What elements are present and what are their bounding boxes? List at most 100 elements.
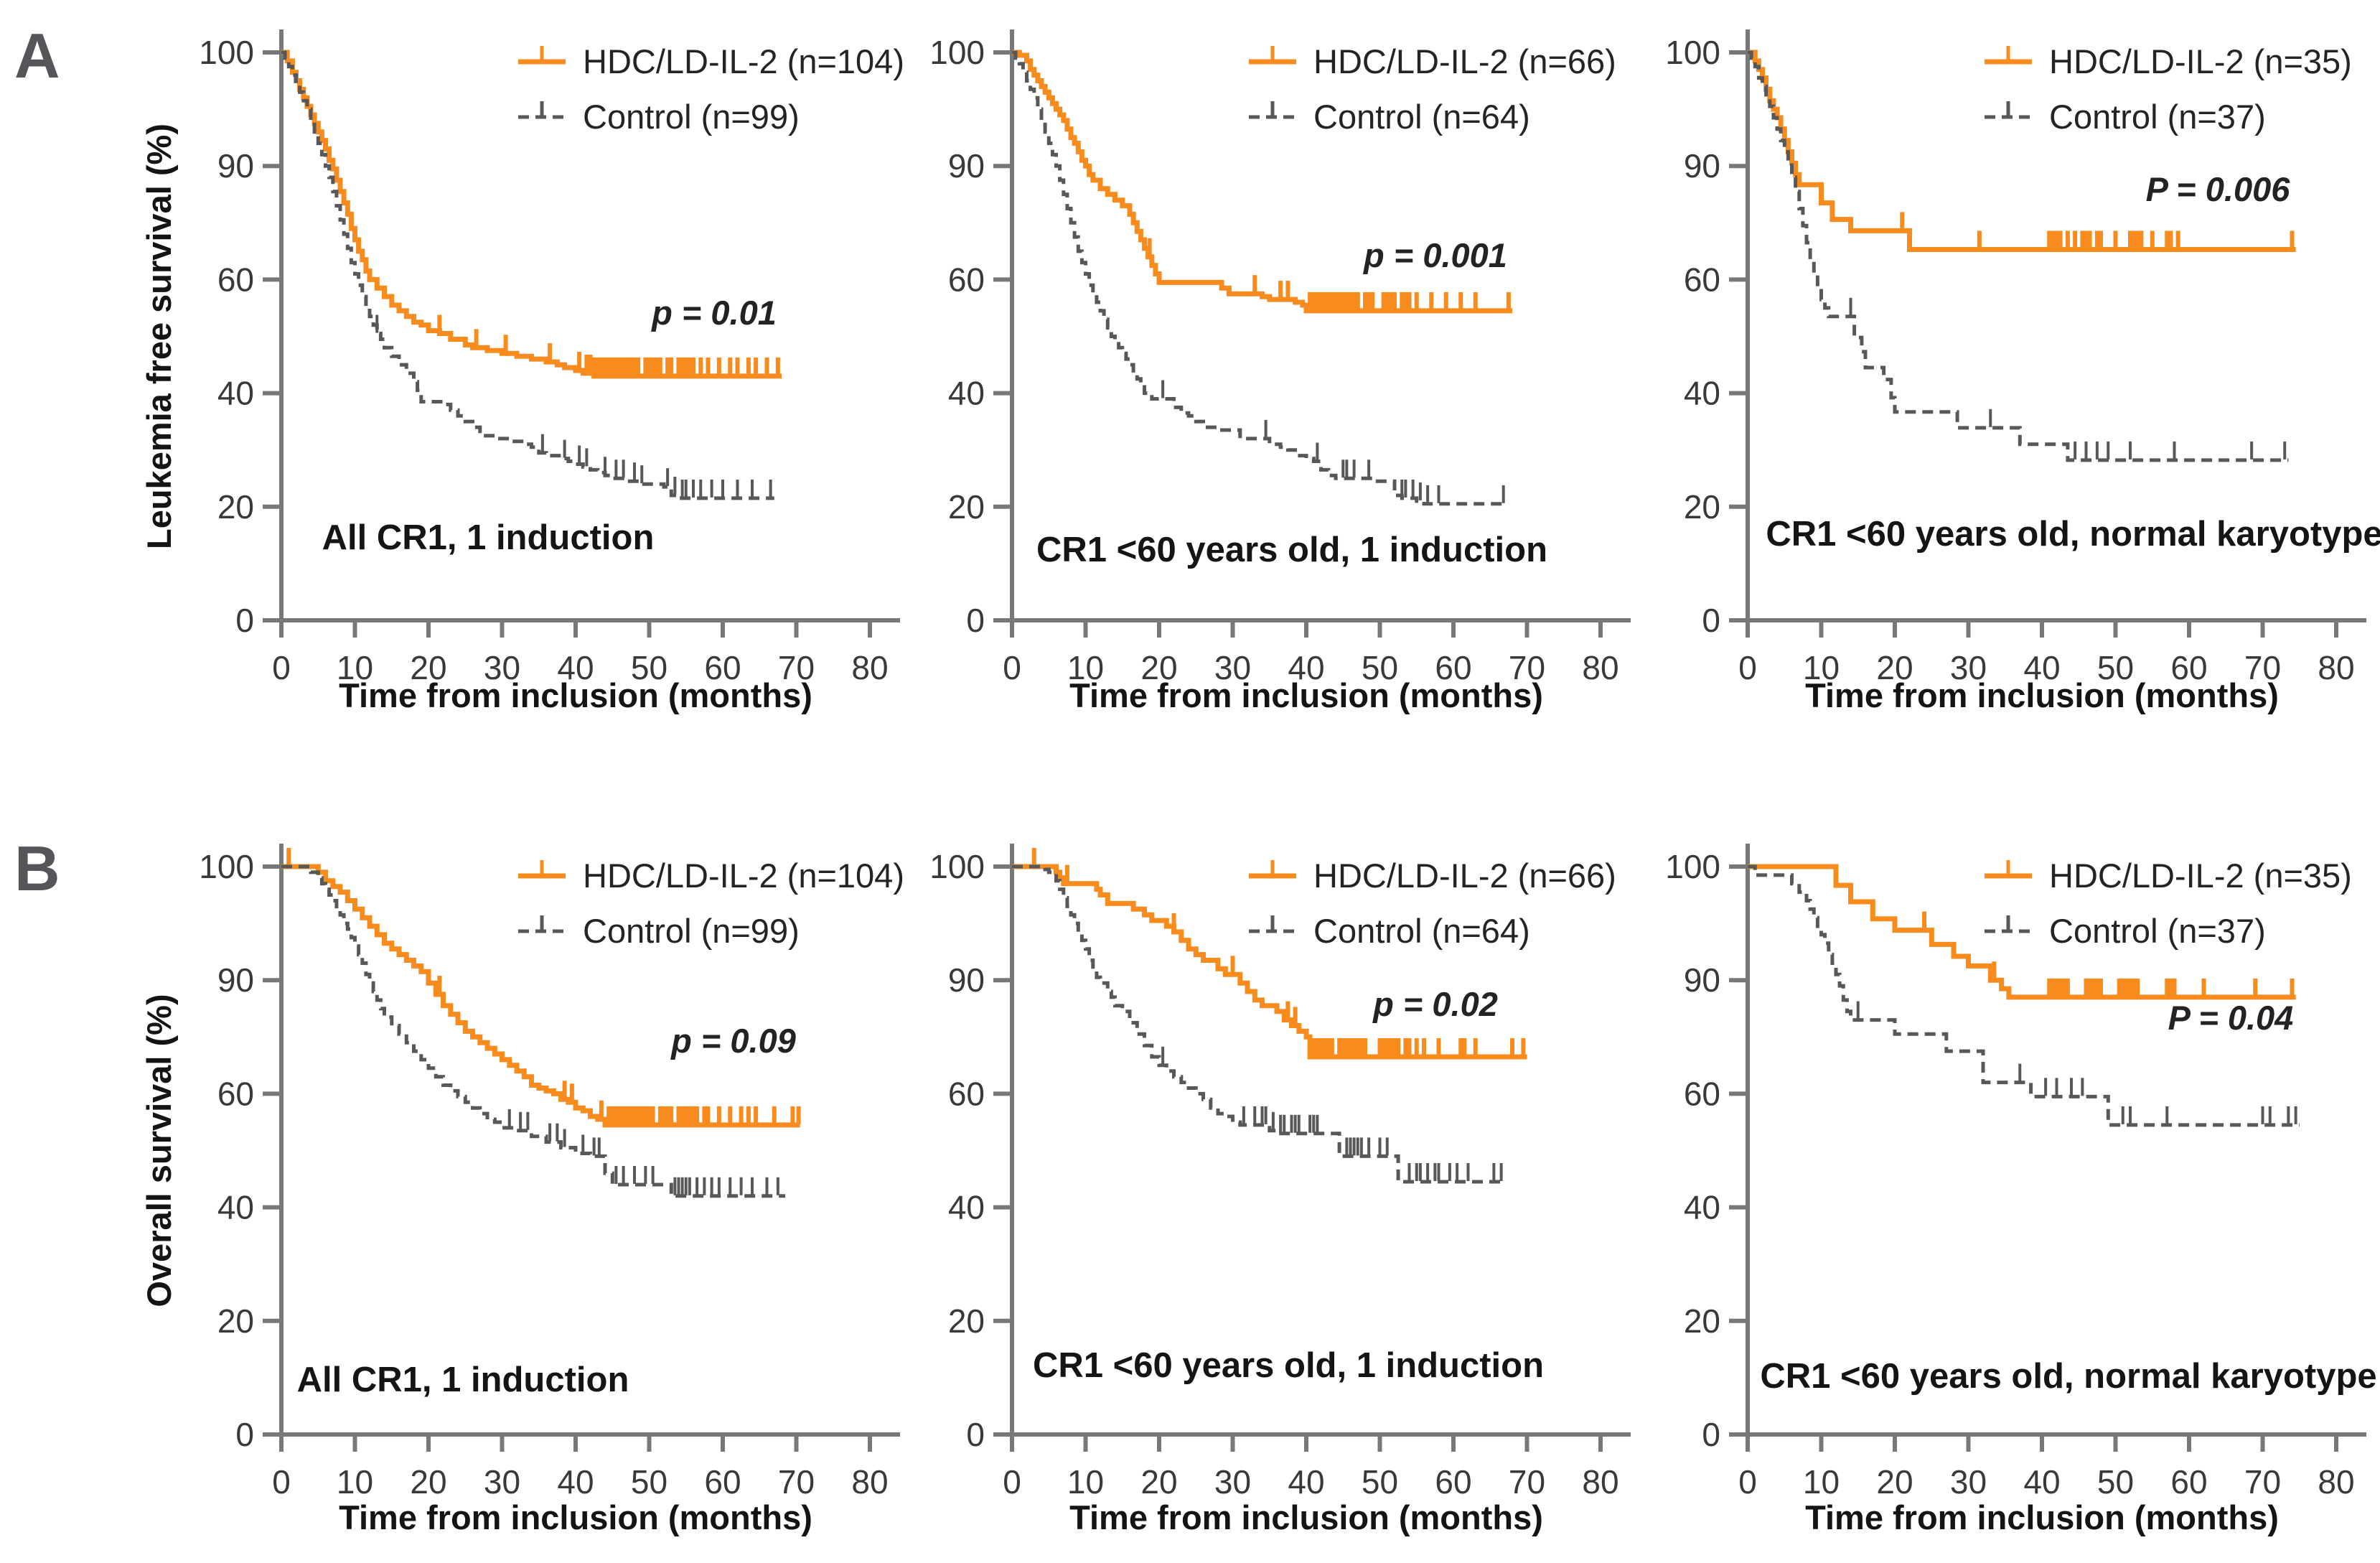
B3-control-curve [1748, 864, 2300, 1127]
x-tick-label: 80 [851, 649, 888, 686]
B1-treatment-curve [281, 864, 800, 1128]
x-tick-label: 40 [557, 649, 594, 686]
x-tick-label: 40 [2023, 649, 2060, 686]
B1-control-censor-ticks [507, 1109, 779, 1195]
legend-item-treatment: HDC/LD-IL-2 (n=104) [518, 857, 904, 895]
x-tick-label: 20 [1140, 1463, 1177, 1501]
x-tick-label: 20 [410, 1463, 446, 1501]
y-tick-label: 100 [199, 34, 254, 71]
legend-item-control: Control (n=37) [1985, 98, 2266, 136]
panel-caption: CR1 <60 years old, normal karyotype [1760, 1357, 2376, 1396]
legend-item-treatment: HDC/LD-IL-2 (n=35) [1985, 42, 2352, 80]
x-tick-label: 50 [2097, 1463, 2134, 1501]
panel-B1: 100 90 60 40 20 00 10 20 30 40 50 60 70 80 Time from i… [140, 844, 904, 1536]
x-tick-label: 50 [1362, 649, 1398, 686]
y-tick-label: 90 [1684, 147, 1720, 185]
legend-label: HDC/LD-IL-2 (n=66) [1313, 857, 1616, 895]
x-tick-label: 0 [1003, 1463, 1021, 1501]
legend-label: Control (n=37) [2049, 912, 2266, 950]
panel-caption: CR1 <60 years old, 1 induction [1033, 1346, 1544, 1385]
x-tick-label: 30 [484, 1463, 520, 1501]
y-axis-title: Leukemia free survival (%) [140, 123, 178, 549]
x-tick-label: 80 [1582, 1463, 1618, 1501]
panel-A3: 100 90 60 40 20 00 10 20 30 40 50 60 70 80 Time from i… [1665, 29, 2380, 714]
x-tick-label: 60 [704, 649, 741, 686]
x-tick-label: 0 [1738, 649, 1757, 686]
y-tick-label: 40 [217, 375, 254, 412]
A2-control-censor-ticks [1161, 380, 1505, 503]
legend-label: Control (n=99) [583, 98, 800, 136]
x-tick-label: 30 [1950, 1463, 1987, 1501]
legend-item-treatment: HDC/LD-IL-2 (n=66) [1249, 857, 1616, 895]
p-value-label: p = 0.001 [1362, 236, 1507, 274]
x-tick-label: 20 [1140, 649, 1177, 686]
A1-treatment-censor-ticks [437, 314, 780, 375]
x-tick-label: 40 [2023, 1463, 2060, 1501]
y-tick-label: 20 [1684, 1302, 1720, 1340]
panel-caption: CR1 <60 years old, normal karyotype [1766, 515, 2380, 554]
y-tick-label: 100 [1665, 848, 1720, 885]
y-tick-label: 20 [948, 488, 985, 526]
panel-caption: All CR1, 1 induction [322, 518, 655, 557]
panel-caption: CR1 <60 years old, 1 induction [1036, 531, 1547, 569]
legend-label: HDC/LD-IL-2 (n=104) [583, 857, 904, 895]
legend-label: HDC/LD-IL-2 (n=104) [583, 42, 904, 80]
y-tick-label: 60 [1684, 1075, 1720, 1112]
x-tick-label: 20 [1876, 1463, 1913, 1501]
legend-item-control: Control (n=64) [1249, 98, 1530, 136]
B2-control-censor-ticks [1161, 1046, 1503, 1182]
x-tick-label: 0 [272, 1463, 291, 1501]
y-tick-label: 40 [1684, 375, 1720, 412]
x-tick-label: 60 [1435, 1463, 1471, 1501]
legend-item-treatment: HDC/LD-IL-2 (n=66) [1249, 42, 1616, 80]
legend-item-control: Control (n=64) [1249, 912, 1530, 950]
y-tick-label: 40 [948, 1189, 985, 1226]
A1-control-censor-ticks [375, 314, 772, 498]
panel-B3: 100 90 60 40 20 00 10 20 30 40 50 60 70 80 Time from i… [1665, 844, 2377, 1536]
y-tick-label: 0 [966, 602, 985, 639]
x-tick-label: 30 [484, 649, 520, 686]
x-tick-label: 50 [2097, 649, 2134, 686]
B2-control-curve [1012, 864, 1505, 1184]
legend-label: Control (n=99) [583, 912, 800, 950]
row-label-B: B [14, 833, 60, 904]
y-tick-label: 20 [217, 1302, 254, 1340]
x-tick-label: 50 [631, 1463, 667, 1501]
x-tick-label: 0 [1738, 1463, 1757, 1501]
x-tick-label: 10 [1067, 1463, 1104, 1501]
x-tick-label: 70 [778, 1463, 815, 1501]
y-tick-label: 20 [217, 488, 254, 526]
legend-item-control: Control (n=99) [518, 912, 800, 950]
x-tick-label: 10 [1803, 649, 1840, 686]
y-tick-label: 90 [948, 961, 985, 999]
x-tick-label: 40 [1288, 649, 1324, 686]
x-tick-label: 0 [1003, 649, 1021, 686]
x-tick-label: 10 [1067, 649, 1104, 686]
x-tick-label: 70 [2244, 649, 2281, 686]
A1-control-curve [281, 50, 774, 500]
y-tick-label: 90 [217, 961, 254, 999]
x-tick-label: 30 [1214, 649, 1251, 686]
panel-legend: HDC/LD-IL-2 (n=66) Control (n=64) [1249, 857, 1616, 950]
legend-item-control: Control (n=99) [518, 98, 800, 136]
y-tick-label: 100 [929, 34, 985, 71]
x-tick-label: 80 [2318, 649, 2354, 686]
x-tick-label: 60 [2170, 1463, 2207, 1501]
y-tick-label: 60 [217, 261, 254, 298]
panel-legend: HDC/LD-IL-2 (n=104) Control (n=99) [518, 42, 904, 136]
B3-treatment-curve [1748, 864, 2296, 1000]
y-tick-label: 0 [966, 1416, 985, 1453]
panel-legend: HDC/LD-IL-2 (n=66) Control (n=64) [1249, 42, 1616, 136]
x-tick-label: 70 [2244, 1463, 2281, 1501]
y-tick-label: 0 [1702, 1416, 1720, 1453]
x-tick-label: 10 [337, 649, 373, 686]
x-axis-title: Time from inclusion (months) [339, 676, 812, 714]
x-tick-label: 80 [851, 1463, 888, 1501]
y-tick-label: 90 [948, 147, 985, 185]
panel-B2: 100 90 60 40 20 00 10 20 30 40 50 60 70 80 Time from i… [929, 844, 1631, 1536]
x-tick-label: 60 [704, 1463, 741, 1501]
A3-control-curve [1748, 50, 2289, 462]
x-tick-label: 30 [1214, 1463, 1251, 1501]
legend-label: HDC/LD-IL-2 (n=35) [2049, 42, 2352, 80]
